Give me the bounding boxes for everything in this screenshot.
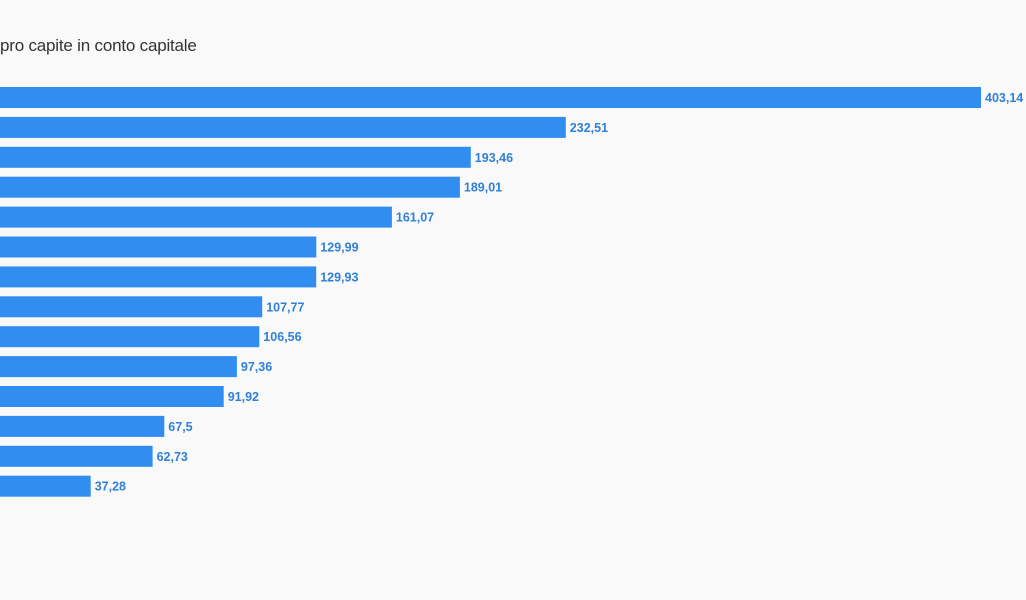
value-label-9: 106,56 bbox=[263, 330, 301, 344]
bar-13 bbox=[0, 445, 153, 467]
value-label-14: 37,28 bbox=[95, 480, 126, 494]
bar-1 bbox=[0, 87, 981, 108]
value-label-1: 403,14 bbox=[985, 91, 1023, 105]
bar-10 bbox=[0, 356, 237, 378]
bar-9 bbox=[0, 326, 260, 348]
chart-title: pro capite in conto capitale bbox=[0, 36, 197, 55]
value-label-3: 193,46 bbox=[475, 151, 513, 165]
bar-6 bbox=[0, 236, 317, 258]
bar-7 bbox=[0, 266, 317, 288]
value-label-12: 67,5 bbox=[168, 420, 192, 434]
value-label-8: 107,77 bbox=[266, 300, 304, 314]
value-label-7: 129,93 bbox=[320, 270, 358, 284]
value-label-11: 91,92 bbox=[228, 390, 259, 404]
bar-8 bbox=[0, 296, 263, 318]
bar-11 bbox=[0, 386, 224, 407]
bar-12 bbox=[0, 415, 165, 437]
bar-4 bbox=[0, 176, 460, 198]
bar-2 bbox=[0, 116, 566, 138]
value-label-2: 232,51 bbox=[570, 121, 608, 135]
bar-14 bbox=[0, 475, 91, 497]
value-label-10: 97,36 bbox=[241, 360, 272, 374]
bar-5 bbox=[0, 206, 392, 228]
value-label-5: 161,07 bbox=[396, 211, 434, 225]
value-label-6: 129,99 bbox=[320, 241, 358, 255]
bar-3 bbox=[0, 146, 471, 168]
value-label-13: 62,73 bbox=[157, 450, 188, 464]
value-label-4: 189,01 bbox=[464, 181, 502, 195]
